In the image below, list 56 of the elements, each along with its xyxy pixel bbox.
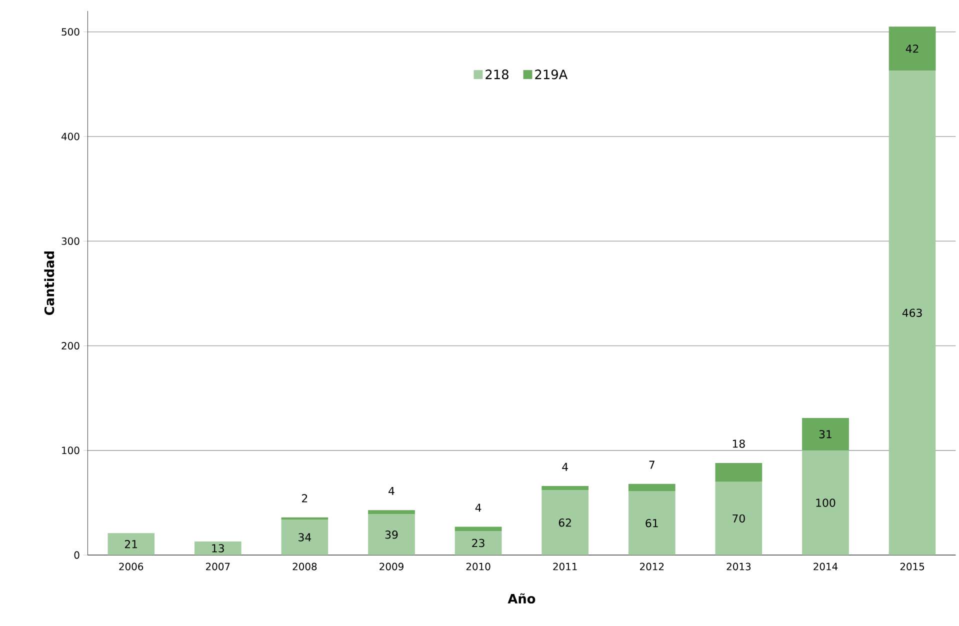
bar — [715, 482, 762, 556]
x-tick-label: 2012 — [640, 562, 664, 570]
x-tick-label: 2011 — [553, 562, 577, 570]
bar — [628, 491, 676, 556]
bar — [888, 70, 936, 556]
data-label: 4 — [388, 487, 394, 496]
data-label: 4 — [475, 504, 482, 512]
bar — [802, 450, 849, 556]
data-label: 2 — [302, 494, 308, 502]
data-label: 34 — [298, 533, 312, 542]
data-label: 61 — [646, 519, 658, 528]
y-tick-label: 400 — [61, 132, 80, 140]
bar — [542, 486, 589, 490]
y-tick-label: 200 — [62, 342, 80, 350]
legend-label: 218 — [486, 70, 508, 80]
bar — [888, 26, 936, 71]
y-axis-title: Cantidad — [44, 252, 54, 316]
bar — [368, 510, 415, 514]
x-tick-label: 2006 — [119, 562, 144, 570]
data-label: 7 — [649, 460, 654, 469]
bar — [281, 517, 328, 520]
bar — [454, 526, 502, 532]
x-tick-label: 2014 — [814, 562, 838, 570]
x-axis-title: Año — [508, 593, 536, 604]
bar — [542, 490, 589, 556]
data-label: 463 — [902, 308, 922, 318]
bar — [281, 520, 328, 556]
bar — [194, 542, 242, 556]
data-label: 62 — [558, 518, 571, 527]
data-label: 70 — [732, 514, 745, 523]
y-tick-label: 500 — [62, 28, 80, 36]
x-tick-label: 2015 — [900, 562, 924, 570]
x-tick-label: 2007 — [206, 562, 230, 570]
y-tick-label: 0 — [74, 551, 80, 559]
data-label: 18 — [732, 440, 745, 448]
y-tick-label: 300 — [62, 237, 80, 245]
data-label: 21 — [124, 540, 138, 548]
x-tick-label: 2009 — [380, 562, 404, 570]
bar — [715, 463, 762, 482]
data-label: 31 — [819, 430, 832, 438]
x-tick-label: 2013 — [726, 562, 751, 570]
data-label: 39 — [385, 530, 398, 539]
data-label: 100 — [816, 498, 836, 507]
bar — [368, 514, 415, 556]
x-tick-label: 2008 — [292, 562, 317, 570]
bar — [108, 533, 155, 556]
data-label: 13 — [212, 544, 224, 552]
bar — [454, 531, 502, 556]
data-label: 42 — [906, 44, 918, 53]
bar — [802, 418, 849, 451]
x-tick-label: 2010 — [466, 562, 490, 570]
y-tick-label: 100 — [62, 446, 80, 454]
data-label: 23 — [472, 539, 484, 548]
bar — [628, 484, 676, 492]
legend-label: 219A — [535, 70, 568, 80]
data-label: 4 — [562, 462, 568, 471]
